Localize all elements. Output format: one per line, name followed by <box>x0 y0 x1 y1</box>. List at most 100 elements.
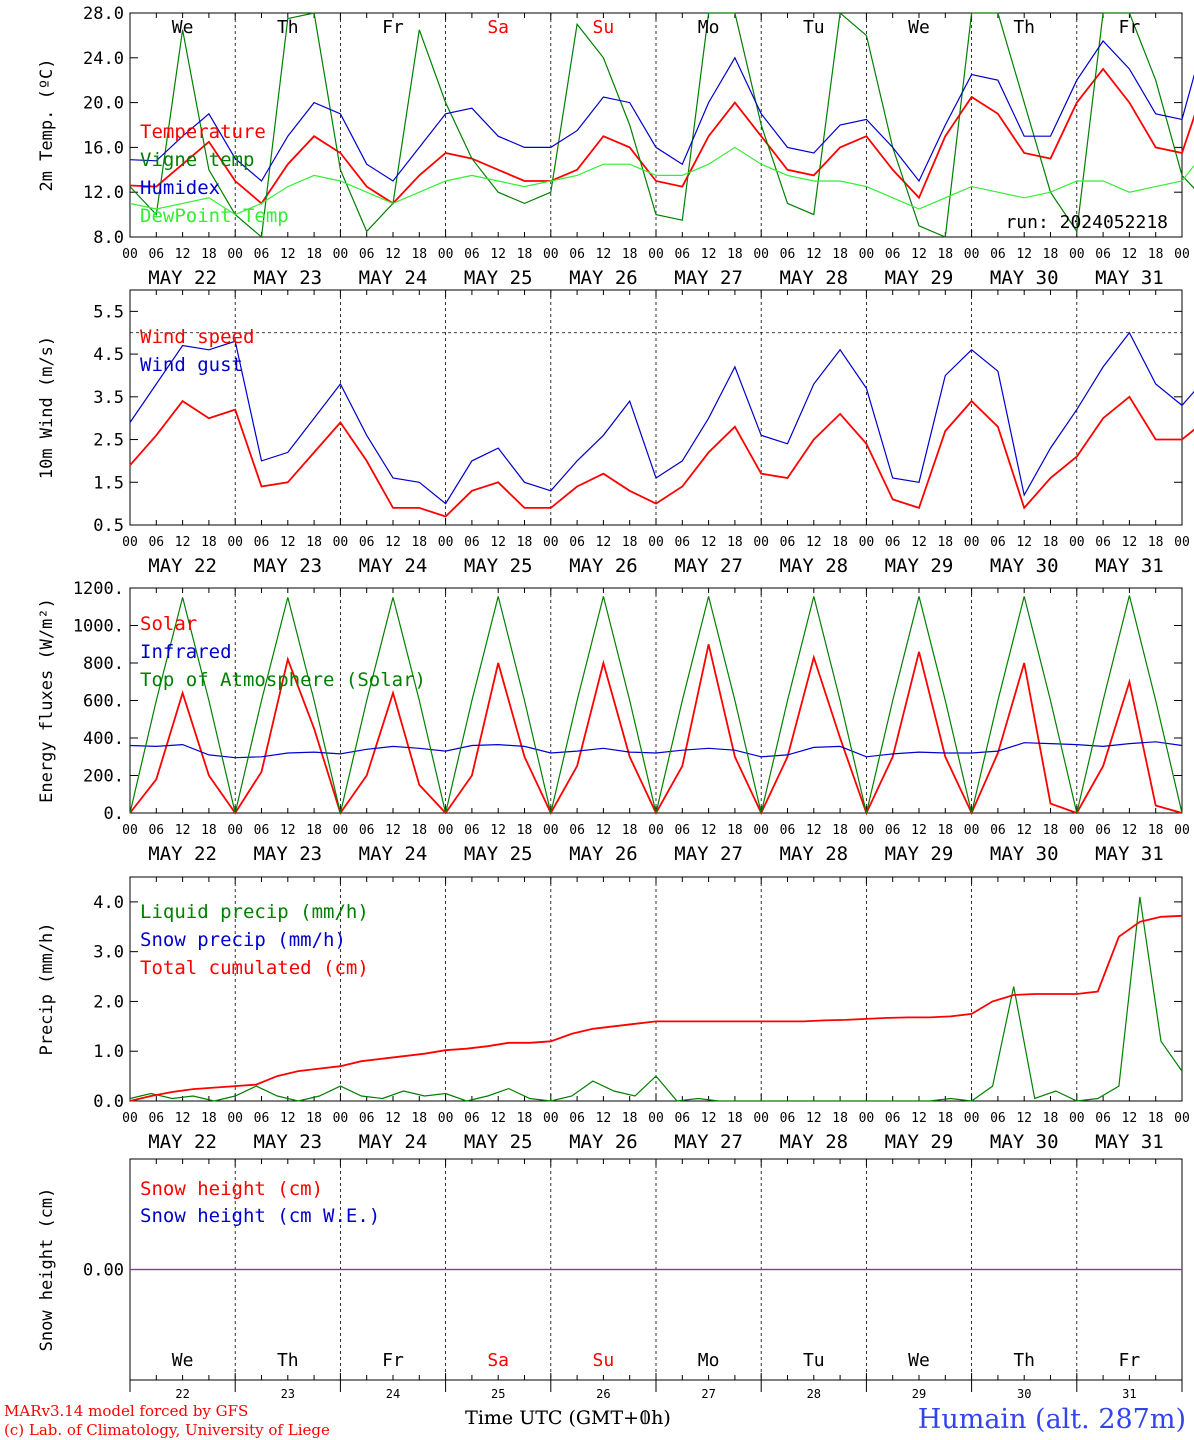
hour-tick-label: 18 <box>1148 823 1164 838</box>
hour-tick-label: 12 <box>1016 823 1032 838</box>
hour-tick-label: 06 <box>885 247 901 262</box>
y-tick-label: 20.0 <box>83 94 124 114</box>
hour-tick-label: 12 <box>175 247 191 262</box>
hour-tick-label: 18 <box>622 823 638 838</box>
hour-tick-label: 06 <box>254 823 270 838</box>
model-credit: MARv3.14 model forced by GFS <box>4 1402 248 1420</box>
hour-tick-label: 12 <box>1016 1111 1032 1126</box>
panel-wind: 0.5 1.5 2.5 3.5 4.5 5.5 10m Wind (m/s) Wind spe… <box>37 289 1194 577</box>
plot-frame <box>129 587 1183 814</box>
hour-tick-label: 12 <box>385 823 401 838</box>
hour-tick-label: 00 <box>1069 823 1085 838</box>
hour-tick-label: 12 <box>1122 247 1138 262</box>
hour-tick-label: 00 <box>1069 1111 1085 1126</box>
hour-tick-label: 06 <box>990 535 1006 550</box>
day-of-week-label: Fr <box>382 17 404 38</box>
hour-tick-label: 00 <box>648 247 664 262</box>
date-label: MAY 22 <box>148 843 217 865</box>
hour-tick-label: 00 <box>648 1111 664 1126</box>
hour-tick-label: 00 <box>333 823 349 838</box>
station-title: Humain (alt. 287m) <box>918 1404 1186 1435</box>
date-label: MAY 24 <box>359 843 428 865</box>
hour-tick-label: 00 <box>333 247 349 262</box>
hour-tick-label: 06 <box>990 823 1006 838</box>
series-line-infrared <box>129 741 1183 759</box>
hour-tick-label: 12 <box>1016 535 1032 550</box>
day-of-week-label: Fr <box>1119 17 1141 38</box>
hour-tick-label: 00 <box>543 823 559 838</box>
date-label: MAY 27 <box>674 267 743 289</box>
hour-tick-label: 06 <box>359 1111 375 1126</box>
hour-tick-label: 06 <box>254 535 270 550</box>
hour-tick-label: 06 <box>148 535 164 550</box>
hour-tick-label: 12 <box>596 823 612 838</box>
date-label: MAY 30 <box>990 267 1059 289</box>
y-tick-label: 2.0 <box>93 992 124 1012</box>
hour-tick-label: 12 <box>911 247 927 262</box>
y-tick-label: 1.0 <box>93 1042 124 1062</box>
date-label: MAY 29 <box>885 1131 954 1153</box>
hour-tick-label: 00 <box>753 247 769 262</box>
y-tick-label: 1.5 <box>93 473 124 493</box>
hour-tick-label: 06 <box>780 823 796 838</box>
date-label: MAY 26 <box>569 843 638 865</box>
hour-tick-label: 00 <box>964 1111 980 1126</box>
y-tick-label: 12.0 <box>83 183 124 203</box>
hour-tick-label: 00 <box>753 1111 769 1126</box>
hour-tick-label: 18 <box>1043 535 1059 550</box>
hour-tick-label: 00 <box>438 535 454 550</box>
hour-tick-label: 12 <box>806 1111 822 1126</box>
hour-tick-label: 18 <box>1043 1111 1059 1126</box>
hour-tick-label: 00 <box>122 247 138 262</box>
hour-tick-label: 18 <box>306 247 322 262</box>
day-of-week-label: We <box>908 1350 930 1371</box>
date-label: MAY 29 <box>885 555 954 577</box>
hour-tick-label: 12 <box>175 535 191 550</box>
hour-tick-label: 12 <box>701 247 717 262</box>
date-label: MAY 22 <box>148 267 217 289</box>
hour-tick-label: 00 <box>1174 823 1190 838</box>
hour-tick-label: 00 <box>859 247 875 262</box>
day-number-label: 27 <box>701 1387 715 1401</box>
y-tick-label: 0.5 <box>93 516 124 536</box>
hour-tick-label: 18 <box>832 823 848 838</box>
hour-tick-label: 00 <box>227 247 243 262</box>
hour-tick-label: 12 <box>701 1111 717 1126</box>
date-label: MAY 22 <box>148 555 217 577</box>
hour-tick-label: 18 <box>411 247 427 262</box>
legend-label: Top of Atmosphere (Solar) <box>140 669 426 691</box>
day-of-week-label: Tu <box>803 17 825 38</box>
hour-tick-label: 06 <box>1095 823 1111 838</box>
hour-tick-label: 18 <box>937 247 953 262</box>
day-number-label: 28 <box>807 1387 821 1401</box>
day-number-label: 26 <box>596 1387 610 1401</box>
legend-label: Total cumulated (cm) <box>140 957 369 979</box>
y-tick-label: 800. <box>83 654 124 674</box>
date-label: MAY 25 <box>464 1131 533 1153</box>
hour-tick-label: 12 <box>911 823 927 838</box>
date-label: MAY 31 <box>1095 267 1164 289</box>
hour-tick-label: 18 <box>937 535 953 550</box>
hour-tick-label: 12 <box>385 535 401 550</box>
date-label: MAY 26 <box>569 267 638 289</box>
y-tick-label: 600. <box>83 692 124 712</box>
day-number-label: 29 <box>912 1387 926 1401</box>
date-label: MAY 30 <box>990 555 1059 577</box>
hour-tick-label: 06 <box>148 1111 164 1126</box>
hour-tick-label: 18 <box>622 1111 638 1126</box>
series-line-liquid-precip-mm-h- <box>129 896 1183 1102</box>
x-axis-title: Time UTC (GMT+0h) <box>465 1407 671 1429</box>
hour-tick-label: 00 <box>227 1111 243 1126</box>
date-label: MAY 23 <box>253 843 322 865</box>
date-label: MAY 23 <box>253 1131 322 1153</box>
date-label: MAY 28 <box>779 843 848 865</box>
date-label: MAY 27 <box>674 555 743 577</box>
hour-tick-label: 06 <box>674 823 690 838</box>
hour-tick-label: 18 <box>1043 247 1059 262</box>
hour-tick-label: 06 <box>464 823 480 838</box>
hour-tick-label: 00 <box>964 823 980 838</box>
hour-tick-label: 12 <box>911 1111 927 1126</box>
hour-tick-label: 12 <box>701 823 717 838</box>
date-label: MAY 27 <box>674 1131 743 1153</box>
